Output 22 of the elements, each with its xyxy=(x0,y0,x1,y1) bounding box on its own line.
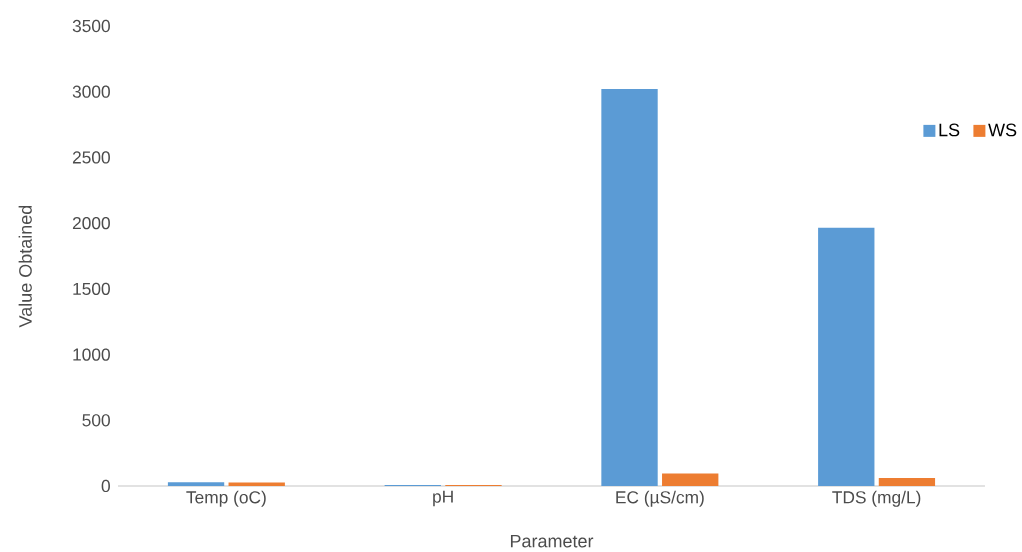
y-tick-label: 1000 xyxy=(73,348,110,361)
y-tick-label: 3000 xyxy=(72,85,110,98)
y-tick-label: 1500 xyxy=(73,282,110,295)
y-axis-title: Value Obtained xyxy=(18,205,32,328)
y-tick-label: 2000 xyxy=(72,216,110,230)
legend-label: LS xyxy=(939,123,960,137)
bar xyxy=(228,482,285,486)
legend-label: WS xyxy=(988,123,1017,137)
bar xyxy=(662,473,719,486)
bar xyxy=(878,478,936,486)
y-tick-label: 2500 xyxy=(72,151,110,164)
y-tick-label: 500 xyxy=(82,414,110,427)
x-tick-label: Temp (oC) xyxy=(186,490,266,507)
y-tick-label: 3500 xyxy=(72,19,110,33)
x-tick-label: EC (µS/cm) xyxy=(616,490,704,507)
x-tick-label: TDS (mg/L) xyxy=(832,490,921,507)
y-tick-label: 0 xyxy=(101,479,110,493)
x-tick-label: pH xyxy=(433,490,453,507)
bar xyxy=(601,89,658,486)
bar xyxy=(167,482,225,486)
bar xyxy=(818,227,875,486)
x-axis-title: Parameter xyxy=(510,534,594,548)
